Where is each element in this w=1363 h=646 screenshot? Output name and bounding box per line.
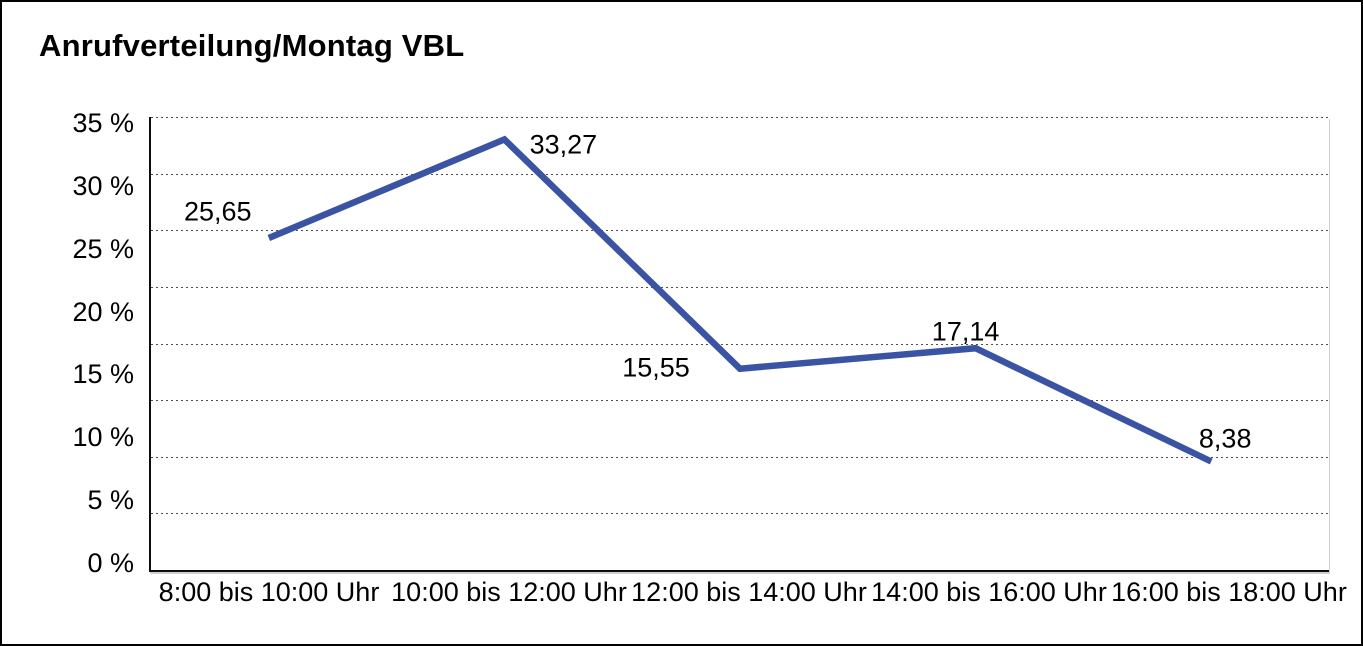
data-line — [267, 135, 1213, 465]
data-point-label: 8,38 — [1198, 423, 1252, 454]
gridline — [151, 287, 1329, 288]
plot-area — [149, 117, 1329, 572]
data-point-label: 17,14 — [931, 316, 1000, 347]
y-tick-label: 35 % — [72, 108, 134, 138]
chart-title: Anrufverteilung/Montag VBL — [39, 28, 465, 63]
data-point-label: 33,27 — [529, 129, 598, 160]
data-point-label: 25,65 — [184, 196, 252, 227]
y-tick-label: 0 % — [87, 547, 134, 578]
x-tick-label: 14:00 bis 16:00 Uhr — [871, 577, 1107, 607]
gridline — [151, 174, 1329, 175]
x-tick-label: 12:00 bis 14:00 Uhr — [631, 577, 867, 607]
gridline — [151, 117, 1329, 118]
y-tick-label: 10 % — [72, 422, 134, 453]
y-tick-label: 20 % — [72, 296, 134, 327]
gridline — [151, 513, 1329, 514]
x-axis-labels: 8:00 bis 10:00 Uhr 10:00 bis 12:00 Uhr 12:… — [149, 576, 1349, 608]
x-tick-label: 8:00 bis 10:00 Uhr — [158, 577, 380, 607]
y-tick-label: 15 % — [72, 359, 134, 390]
gridline — [151, 230, 1329, 231]
y-tick-label: 5 % — [87, 485, 134, 516]
data-point-label: 15,55 — [622, 352, 690, 383]
y-tick-label: 30 % — [72, 170, 134, 201]
x-tick-label: 10:00 bis 12:00 Uhr — [391, 577, 627, 607]
y-axis-labels: 35 % 30 % 25 % 20 % 15 % 10 % 5 % 0 % — [20, 108, 134, 578]
line-series — [267, 135, 1213, 465]
x-tick-label: 16:00 bis 18:00 Uhr — [1111, 577, 1347, 607]
gridline — [151, 457, 1329, 458]
gridline — [151, 400, 1329, 401]
gridline — [151, 344, 1329, 345]
y-tick-label: 25 % — [72, 233, 134, 264]
